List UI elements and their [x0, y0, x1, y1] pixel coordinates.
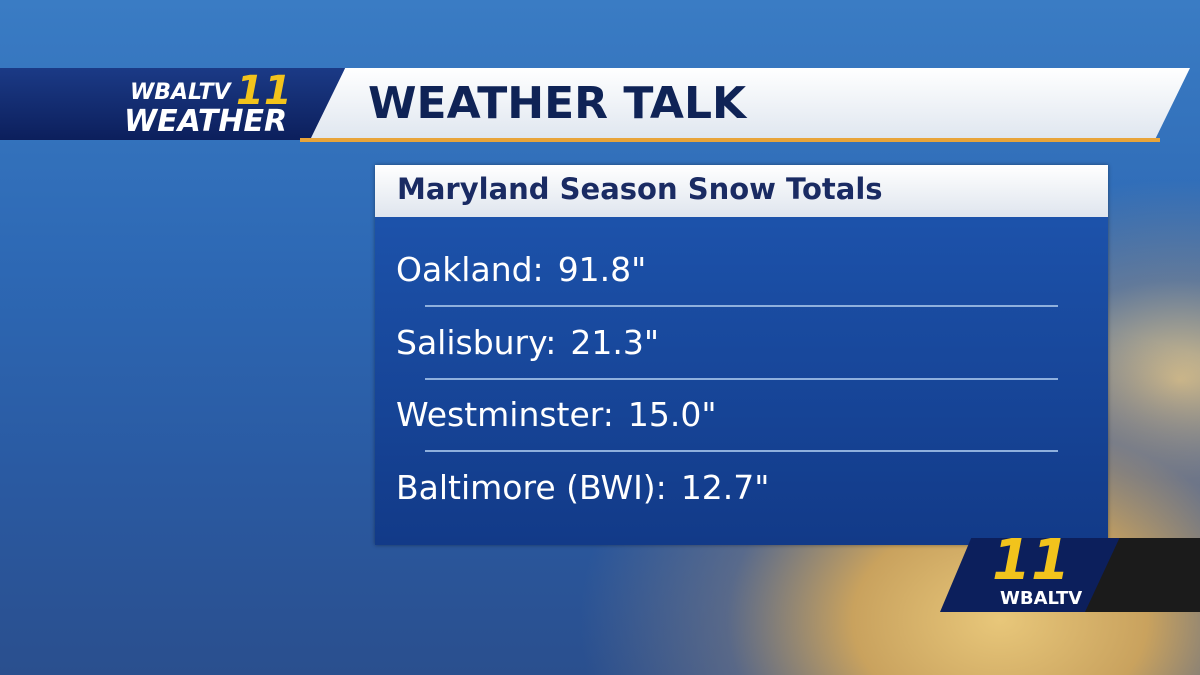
header-title: WEATHER TALK [368, 78, 747, 129]
logo-bottom: WEATHER [124, 104, 288, 139]
logo-top: WBALTV [130, 80, 231, 105]
panel-header [375, 165, 1108, 217]
snow-total: 21.3" [570, 322, 660, 362]
corner-logo-number: 11 [992, 528, 1070, 593]
header-band [310, 68, 1190, 140]
snow-total: 12.7" [680, 467, 770, 507]
logo-number: 11 [236, 68, 292, 114]
snow-row: Salisbury: 21.3" [396, 323, 659, 362]
location: Salisbury: [396, 322, 557, 362]
location: Baltimore (BWI): [396, 467, 667, 507]
row-separator [425, 305, 1058, 307]
location: Oakland: [396, 250, 544, 289]
corner-logo-text: WBALTV [1000, 588, 1083, 609]
panel [375, 165, 1108, 545]
row-separator [425, 377, 1058, 380]
location: Westminster: [396, 395, 614, 434]
snow-row: Oakland: 91.8" [396, 250, 646, 289]
row-separator [425, 450, 1058, 452]
panel-title: Maryland Season Snow Totals [397, 172, 883, 206]
snow-row: Westminster: 15.0" [396, 395, 717, 434]
snow-row: Baltimore (BWI): 12.7" [396, 468, 769, 507]
header-logo-bg [0, 68, 345, 140]
snow-total: 15.0" [627, 395, 717, 434]
snow-total: 91.8" [557, 250, 647, 289]
header-rule [300, 138, 1160, 142]
